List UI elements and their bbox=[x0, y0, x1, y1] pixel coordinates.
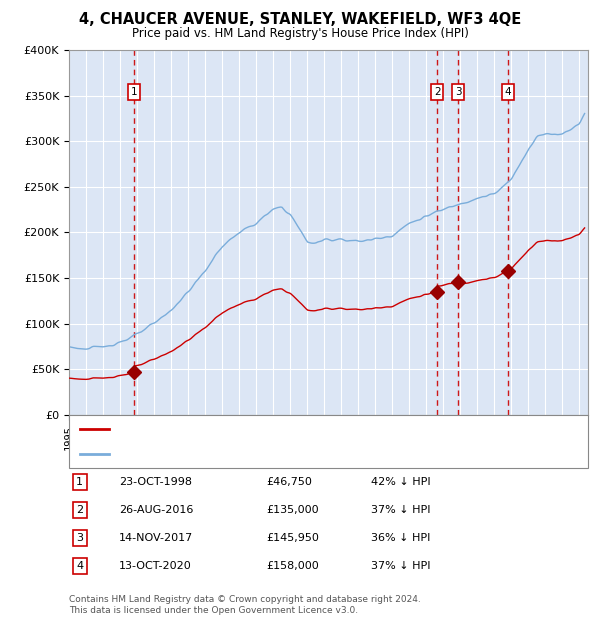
Text: 2: 2 bbox=[434, 87, 441, 97]
Text: 23-OCT-1998: 23-OCT-1998 bbox=[119, 477, 192, 487]
Text: 26-AUG-2016: 26-AUG-2016 bbox=[119, 505, 193, 515]
Text: 4, CHAUCER AVENUE, STANLEY, WAKEFIELD, WF3 4QE: 4, CHAUCER AVENUE, STANLEY, WAKEFIELD, W… bbox=[79, 12, 521, 27]
Text: 1: 1 bbox=[76, 477, 83, 487]
Text: 3: 3 bbox=[76, 533, 83, 543]
Text: 13-OCT-2020: 13-OCT-2020 bbox=[119, 561, 191, 571]
Text: Price paid vs. HM Land Registry's House Price Index (HPI): Price paid vs. HM Land Registry's House … bbox=[131, 27, 469, 40]
Text: £135,000: £135,000 bbox=[266, 505, 319, 515]
Text: 42% ↓ HPI: 42% ↓ HPI bbox=[371, 477, 430, 487]
Text: 4: 4 bbox=[76, 561, 83, 571]
Text: £158,000: £158,000 bbox=[266, 561, 319, 571]
Text: 3: 3 bbox=[455, 87, 461, 97]
Text: 4, CHAUCER AVENUE, STANLEY, WAKEFIELD, WF3 4QE (detached house): 4, CHAUCER AVENUE, STANLEY, WAKEFIELD, W… bbox=[116, 424, 491, 434]
Text: £145,950: £145,950 bbox=[266, 533, 319, 543]
Text: Contains HM Land Registry data © Crown copyright and database right 2024.
This d: Contains HM Land Registry data © Crown c… bbox=[69, 595, 421, 615]
Text: 4: 4 bbox=[505, 87, 511, 97]
Text: 14-NOV-2017: 14-NOV-2017 bbox=[119, 533, 193, 543]
Text: 37% ↓ HPI: 37% ↓ HPI bbox=[371, 505, 430, 515]
Text: 37% ↓ HPI: 37% ↓ HPI bbox=[371, 561, 430, 571]
Text: £46,750: £46,750 bbox=[266, 477, 311, 487]
Text: 1: 1 bbox=[130, 87, 137, 97]
Text: 36% ↓ HPI: 36% ↓ HPI bbox=[371, 533, 430, 543]
Text: 2: 2 bbox=[76, 505, 83, 515]
Text: HPI: Average price, detached house, Wakefield: HPI: Average price, detached house, Wake… bbox=[116, 449, 359, 459]
